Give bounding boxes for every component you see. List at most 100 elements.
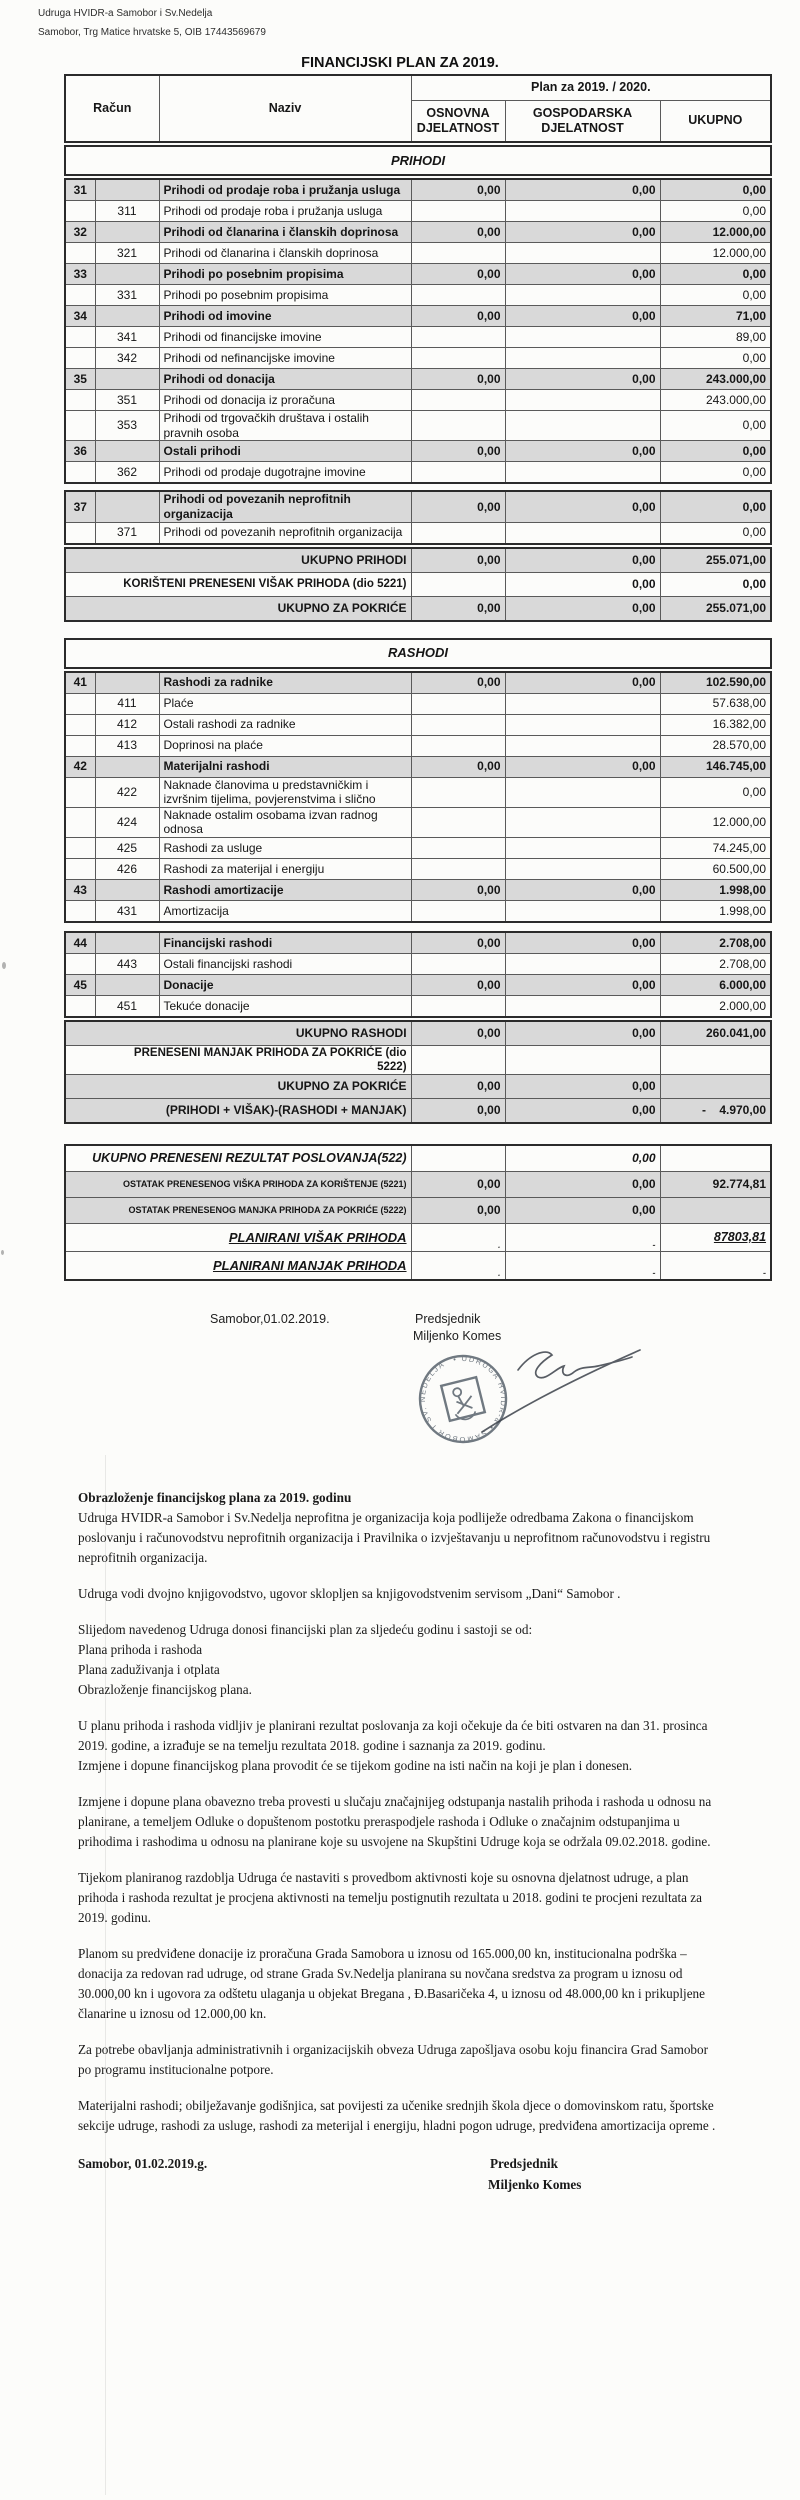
table-row: 321 Prihodi od članarina i članskih dopri…	[64, 242, 772, 264]
table-row: 342 Prihodi od nefinancijske imovine 0,00	[64, 347, 772, 369]
cell-name: Ostali prihodi	[158, 440, 412, 463]
cell-osnovna-value	[410, 200, 506, 222]
table-row: 425 Rashodi za usluge 74.245,00	[64, 837, 772, 859]
cell-subaccount-code	[94, 490, 160, 523]
paragraphs-host: Udruga HVIDR-a Samobor i Sv.Nedelja nepr…	[78, 1508, 720, 2136]
cell-subaccount-code: 422	[94, 776, 160, 808]
cell-ukupno-value: - 4.970,00	[659, 1098, 772, 1124]
column-header-naziv: Naziv	[158, 74, 412, 143]
cell-subaccount-code: 425	[94, 837, 160, 859]
cell-ukupno-value: 0,00	[659, 776, 772, 808]
cell-subaccount-code	[94, 974, 160, 996]
scan-speck	[2, 962, 6, 969]
table-row: 413 Doprinosi na plaće 28.570,00	[64, 734, 772, 757]
cell-osnovna-value	[410, 521, 506, 544]
cell-name: Prihodi od nefinancijske imovine	[158, 347, 412, 369]
cell-account-code	[64, 692, 96, 715]
cell-ukupno-value: 71,00	[659, 305, 772, 327]
cell-osnovna-value: 0,00	[410, 1197, 506, 1225]
cell-ukupno-value: 87803,81	[659, 1223, 772, 1253]
cell-osnovna-value: 0,00	[410, 221, 506, 243]
cell-gospodarska-value	[504, 326, 661, 348]
cell-osnovna-value: 0,00	[410, 931, 506, 954]
cell-ukupno-value: 16.382,00	[659, 713, 772, 736]
cell-subaccount-code: 424	[94, 806, 160, 839]
cell-osnovna-value	[410, 389, 506, 411]
cell-name: Prihodi po posebnim propisima	[158, 284, 412, 306]
cell-account-code: 43	[64, 879, 96, 901]
scan-speck	[1, 1250, 4, 1255]
cell-ukupno-value: 1.998,00	[659, 879, 772, 901]
cell-account-code	[64, 409, 96, 442]
cell-ukupno-value: 0,00	[659, 284, 772, 306]
cell-gospodarska-value	[504, 521, 661, 544]
cell-name: Prihodi od financijske imovine	[158, 326, 412, 348]
table-row: 362 Prihodi od prodaje dugotrajne imovine…	[64, 461, 772, 484]
table-row: UKUPNO ZA POKRIĆE 0,00 0,00 255.071,00	[64, 595, 772, 621]
cell-ukupno-value: 260.041,00	[659, 1020, 772, 1046]
cell-ukupno-value: 146.745,00	[659, 755, 772, 778]
table-row: 45 Donacije 0,00 0,00 6.000,00	[64, 974, 772, 996]
scan-fold-artifact	[105, 1455, 106, 2495]
plan-table-chunk: UKUPNO PRENESENI REZULTAT POSLOVANJA(522…	[64, 1144, 773, 1282]
cell-account-code	[64, 200, 96, 222]
cell-name: Ostali rashodi za radnike	[158, 713, 412, 736]
cell-subaccount-code: 353	[94, 409, 160, 442]
cell-name: Materijalni rashodi	[158, 755, 412, 778]
cell-ukupno-value: 243.000,00	[659, 368, 772, 390]
cell-subaccount-code: 331	[94, 284, 160, 306]
cell-name: Financijski rashodi	[158, 931, 412, 954]
column-header-ukupno: UKUPNO	[659, 100, 772, 143]
section-band: PRIHODI	[63, 145, 773, 176]
cell-account-code: 33	[64, 263, 96, 285]
cell-name: Prihodi od prodaje dugotrajne imovine	[158, 461, 412, 484]
financial-tables: Račun Naziv Plan za 2019. / 2020. OSNOVN…	[0, 74, 800, 1282]
cell-gospodarska-value: 0,00	[504, 221, 661, 243]
cell-name: Prihodi od povezanih neprofitnih organiz…	[158, 490, 412, 523]
cell-osnovna-value	[410, 953, 506, 975]
cell-gospodarska-value	[504, 389, 661, 411]
cell-subaccount-code: 426	[94, 858, 160, 880]
cell-subaccount-code: 413	[94, 734, 160, 757]
table-row: UKUPNO PRENESENI REZULTAT POSLOVANJA(522…	[64, 1144, 772, 1173]
cell-account-code: 31	[64, 178, 96, 201]
cell-name: Prihodi od trgovačkih društava i ostalih…	[158, 409, 412, 442]
paragraph: Planom su predviđene donacije iz proraču…	[78, 1946, 705, 2021]
cell-osnovna-value: 0,00	[410, 974, 506, 996]
cell-subaccount-code: 311	[94, 200, 160, 222]
table-row: UKUPNO ZA POKRIĆE 0,00 0,00	[64, 1074, 772, 1100]
cell-account-code	[64, 776, 96, 808]
cell-account-code: 44	[64, 931, 96, 954]
cell-osnovna-value: 0,00	[410, 263, 506, 285]
cell-ukupno-value: 0,00	[659, 521, 772, 544]
table-row: UKUPNO PRIHODI 0,00 0,00 255.071,00	[64, 547, 772, 573]
cell-name: Rashodi za radnike	[158, 671, 412, 694]
cell-osnovna-value	[410, 858, 506, 880]
cell-row-label: PLANIRANI VIŠAK PRIHODA	[64, 1223, 412, 1253]
cell-osnovna-value	[410, 806, 506, 839]
table-row: 351 Prihodi od donacija iz proračuna 243.0…	[64, 389, 772, 411]
cell-gospodarska-value: 0,00	[504, 671, 661, 694]
cell-gospodarska-value	[504, 200, 661, 222]
cell-osnovna-value	[410, 776, 506, 808]
cell-gospodarska-value: 0,00	[504, 931, 661, 954]
cell-gospodarska-value	[504, 1044, 661, 1076]
cell-row-label: OSTATAK PRENESENOG MANJKA PRIHODA ZA POK…	[64, 1197, 412, 1225]
cell-osnovna-value	[410, 409, 506, 442]
cell-osnovna-value: 0,00	[410, 879, 506, 901]
cell-gospodarska-value: 0,00	[504, 368, 661, 390]
cell-gospodarska-value	[504, 461, 661, 484]
cell-ukupno-value: 12.000,00	[659, 242, 772, 264]
cell-ukupno-value: 0,00	[659, 178, 772, 201]
cell-account-code	[64, 326, 96, 348]
cell-name: Prihodi od donacija iz proračuna	[158, 389, 412, 411]
cell-subaccount-code: 341	[94, 326, 160, 348]
cell-gospodarska-value	[504, 837, 661, 859]
cell-osnovna-value	[410, 326, 506, 348]
cell-subaccount-code: 431	[94, 900, 160, 923]
cell-gospodarska-value	[504, 242, 661, 264]
cell-osnovna-value	[410, 347, 506, 369]
column-header-gospodarska: GOSPODARSKA DJELATNOST	[504, 100, 661, 143]
cell-subaccount-code: 321	[94, 242, 160, 264]
signature-name: Miljenko Komes	[413, 1329, 502, 1343]
